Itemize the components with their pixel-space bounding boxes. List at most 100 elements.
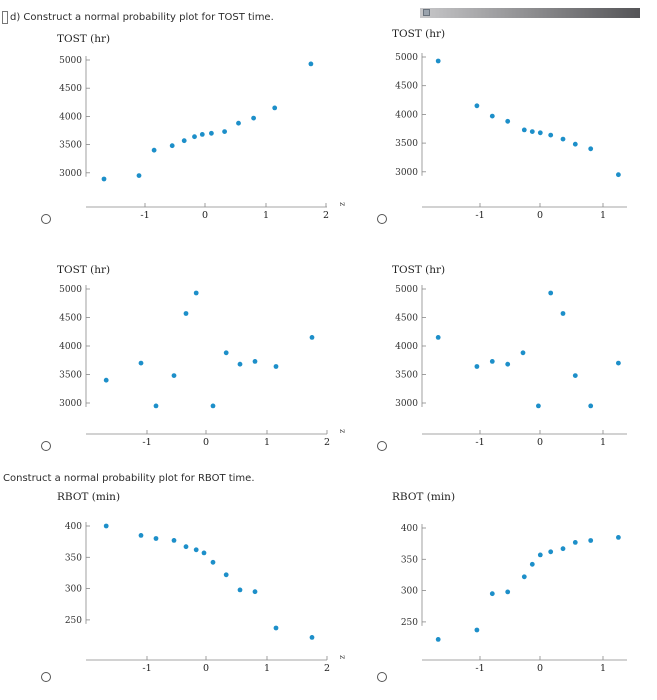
data-point — [193, 290, 199, 296]
data-point — [183, 311, 189, 316]
x-tick-label: -1 — [475, 437, 484, 448]
question-d-text: d) Construct a normal probability plot f… — [2, 11, 274, 24]
x-axis-label: z — [338, 655, 347, 659]
radio-rbot-option-a[interactable] — [41, 672, 51, 682]
data-point — [103, 377, 109, 383]
x-axis-label: z — [338, 429, 347, 433]
y-tick-label: 4000 — [59, 342, 82, 352]
x-tick-label: 0 — [203, 663, 209, 674]
question-e-text: Construct a normal probability plot for … — [3, 473, 255, 484]
data-point — [309, 335, 315, 340]
data-point — [210, 403, 216, 409]
data-point — [537, 552, 543, 558]
data-point — [560, 136, 566, 142]
x-tick-label: 1 — [264, 437, 270, 448]
data-point — [521, 574, 527, 580]
y-tick-label: 350 — [65, 553, 82, 563]
scroll-bar[interactable] — [420, 8, 640, 18]
y-axis-label: TOST (hr) — [392, 28, 445, 40]
x-tick-label: 0 — [203, 437, 209, 448]
x-tick-label: 1 — [263, 210, 269, 221]
data-point — [529, 561, 535, 567]
x-tick-label: 0 — [202, 210, 208, 221]
data-point — [273, 625, 279, 631]
x-tick-label: 1 — [600, 210, 606, 221]
data-point — [537, 130, 543, 136]
data-point — [272, 105, 278, 111]
y-tick-label: 350 — [401, 555, 418, 565]
data-point — [435, 637, 441, 642]
y-tick-label: 3500 — [395, 139, 418, 149]
x-tick-label: 1 — [600, 437, 606, 448]
data-point — [309, 635, 315, 640]
y-tick-label: 4500 — [395, 82, 418, 92]
y-tick-label: 5000 — [59, 56, 82, 66]
y-tick-label: 4500 — [395, 314, 418, 324]
data-point — [548, 132, 554, 138]
radio-tost-option-b[interactable] — [377, 214, 387, 224]
data-point — [252, 589, 258, 595]
data-point — [192, 134, 197, 140]
data-point — [136, 173, 142, 179]
x-tick-label: -1 — [475, 663, 484, 674]
data-point — [252, 359, 258, 364]
data-point — [572, 540, 578, 545]
y-tick-label: 3000 — [59, 169, 82, 179]
data-point — [489, 359, 495, 364]
data-point — [103, 523, 109, 529]
y-axis-label: TOST (hr) — [57, 33, 110, 45]
y-tick-label: 300 — [65, 585, 82, 595]
x-axis-label: z — [338, 202, 347, 206]
y-tick-label: 400 — [65, 522, 82, 532]
data-point — [489, 591, 495, 597]
data-point — [435, 335, 441, 340]
data-point — [193, 547, 199, 553]
y-tick-label: 5000 — [59, 285, 82, 295]
y-tick-label: 3000 — [59, 399, 82, 409]
x-tick-label: 0 — [537, 210, 543, 221]
y-tick-label: 3000 — [395, 399, 418, 409]
data-point — [616, 360, 621, 366]
data-point — [101, 176, 107, 182]
data-point — [521, 127, 527, 133]
radio-tost-option-a[interactable] — [41, 214, 51, 224]
y-tick-label: 4500 — [59, 84, 82, 94]
x-tick-label: 2 — [324, 437, 330, 448]
data-point — [209, 130, 214, 136]
y-tick-label: 250 — [65, 616, 82, 626]
data-point — [199, 132, 205, 137]
y-tick-label: 3500 — [59, 371, 82, 381]
y-tick-label: 3500 — [395, 371, 418, 381]
data-point — [474, 103, 480, 109]
data-point — [237, 587, 243, 593]
x-tick-label: 2 — [324, 663, 330, 674]
radio-tost-option-c[interactable] — [41, 441, 51, 451]
data-point — [529, 129, 535, 135]
data-point — [169, 143, 175, 149]
data-point — [505, 361, 511, 367]
data-point — [560, 546, 566, 552]
y-axis-label: TOST (hr) — [57, 264, 110, 276]
x-tick-label: 0 — [537, 437, 543, 448]
data-point — [588, 146, 594, 152]
data-point — [548, 290, 554, 296]
data-point — [308, 61, 314, 67]
radio-tost-option-d[interactable] — [377, 441, 387, 451]
y-tick-label: 4000 — [395, 342, 418, 352]
data-point — [153, 403, 159, 409]
y-tick-label: 5000 — [395, 285, 418, 295]
data-point — [474, 364, 480, 369]
y-tick-label: 4000 — [395, 110, 418, 120]
data-point — [520, 350, 526, 356]
data-point — [251, 115, 256, 121]
data-point — [138, 533, 144, 538]
data-point — [171, 373, 177, 378]
data-point — [222, 129, 228, 135]
radio-rbot-option-b[interactable] — [377, 672, 387, 682]
data-point — [536, 403, 541, 409]
y-tick-label: 4000 — [59, 112, 82, 122]
